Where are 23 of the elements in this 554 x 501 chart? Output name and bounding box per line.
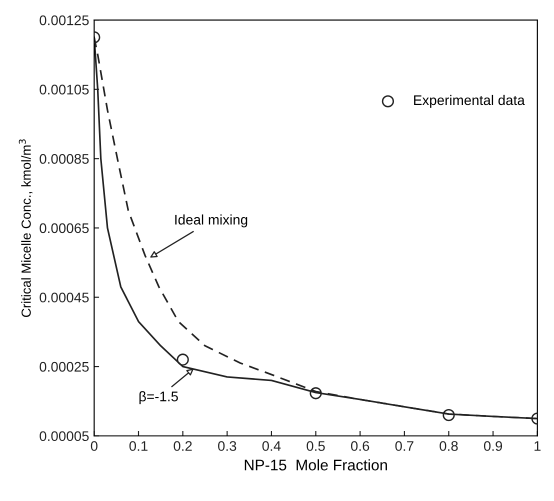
annotation: β=-1.5 (139, 391, 178, 404)
y-tick-label: 0.00105 (40, 84, 89, 95)
legend-label: Experimental data (414, 94, 525, 108)
x-tick-label: 0.1 (129, 441, 148, 451)
x-tick-label: 0.5 (306, 441, 325, 451)
y-tick-label: 0.00045 (40, 292, 89, 302)
x-tick-label: 0 (90, 441, 98, 451)
x-tick-label: 0.3 (218, 441, 236, 451)
y-tick-label: 0.00125 (40, 15, 89, 26)
x-tick-label: 0.7 (395, 441, 414, 451)
annotation: Ideal mixing (175, 214, 248, 228)
y-tick-label: 0.00085 (40, 154, 89, 164)
x-tick-label: 0.9 (484, 441, 502, 451)
x-tick-label: 0.8 (440, 441, 458, 451)
x-axis-title: NP-15 Mole Fraction (244, 459, 387, 470)
y-axis-title: Critical Micelle Conc., kmol/m$^{3}$ (18, 139, 32, 318)
x-tick-label: 0.2 (174, 441, 192, 451)
x-tick-label: 1 (534, 441, 541, 451)
x-tick-label: 0.4 (262, 441, 281, 451)
x-tick-label: 0.6 (350, 441, 370, 451)
y-tick-label: 0.00065 (40, 223, 89, 234)
y-tick-label: 0.00005 (40, 431, 89, 442)
y-tick-label: 0.00025 (40, 362, 89, 372)
